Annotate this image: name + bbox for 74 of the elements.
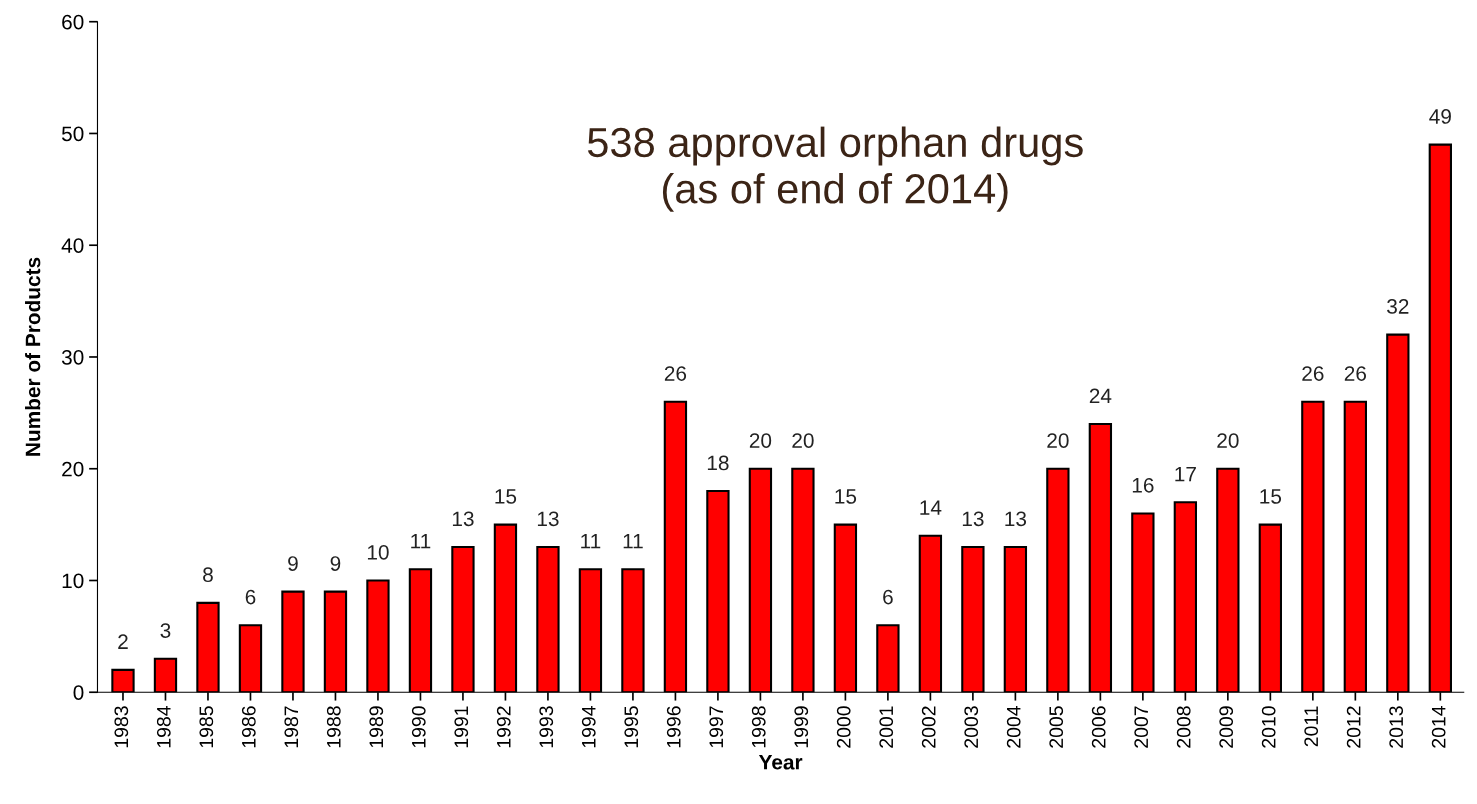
data-label: 32 bbox=[1387, 299, 1409, 314]
x-tick-label: 1984 bbox=[156, 706, 171, 748]
data-label: 9 bbox=[288, 556, 298, 571]
x-tick-label: 2003 bbox=[964, 706, 979, 748]
x-tick-label: 1994 bbox=[581, 706, 596, 748]
data-label: 26 bbox=[664, 366, 687, 381]
data-label: 6 bbox=[245, 589, 256, 605]
x-tick-label: 2010 bbox=[1261, 706, 1276, 748]
x-tick-label: 1989 bbox=[369, 706, 384, 748]
annotation: 538 approval orphan drugs (as of end of 2014) bbox=[587, 126, 1083, 212]
y-axis-title: Number of Products bbox=[25, 257, 41, 456]
data-label: 2 bbox=[118, 634, 128, 649]
data-label: 14 bbox=[920, 500, 942, 515]
data-label: 13 bbox=[452, 511, 474, 527]
x-tick-label: 1985 bbox=[199, 706, 214, 748]
x-tick-label: 1983 bbox=[114, 706, 129, 748]
data-label: 11 bbox=[411, 533, 431, 549]
data-label: 24 bbox=[1089, 388, 1112, 404]
x-tick-label: 2012 bbox=[1346, 706, 1361, 748]
data-label: 11 bbox=[623, 533, 643, 549]
data-label: 26 bbox=[1344, 366, 1367, 381]
data-label: 8 bbox=[203, 567, 213, 583]
data-label: 18 bbox=[707, 455, 729, 471]
data-label: 17 bbox=[1175, 466, 1196, 482]
x-tick-label: 2013 bbox=[1389, 706, 1404, 748]
y-tick-label: 10 bbox=[62, 573, 84, 589]
x-tick-label: 1993 bbox=[539, 706, 554, 748]
y-tick-label: 40 bbox=[61, 238, 84, 253]
x-tick-label: 1987 bbox=[284, 706, 299, 748]
y-tick-label: 0 bbox=[73, 685, 84, 700]
x-tick-label: 1996 bbox=[666, 706, 681, 748]
y-tick-label: 50 bbox=[61, 126, 84, 142]
data-label: 26 bbox=[1302, 366, 1324, 381]
data-label: 11 bbox=[581, 533, 601, 549]
data-label: 13 bbox=[537, 511, 559, 527]
x-tick-label: 1995 bbox=[624, 706, 639, 748]
x-tick-label: 1991 bbox=[454, 706, 469, 748]
data-label: 13 bbox=[1005, 511, 1027, 527]
data-label: 13 bbox=[962, 511, 984, 527]
x-tick-label: 2000 bbox=[836, 706, 851, 748]
y-tick-label: 30 bbox=[61, 349, 84, 365]
x-tick-label: 2008 bbox=[1176, 706, 1191, 748]
x-tick-label: 1992 bbox=[496, 706, 511, 748]
x-tick-label: 2005 bbox=[1049, 706, 1064, 748]
x-tick-label: 1990 bbox=[411, 706, 426, 748]
data-label: 15 bbox=[1260, 489, 1282, 504]
x-tick-label: 2002 bbox=[921, 706, 936, 748]
x-tick-label: 2006 bbox=[1091, 706, 1106, 748]
x-axis-title: Year bbox=[758, 755, 803, 770]
data-label: 20 bbox=[1047, 433, 1069, 448]
y-tick-label: 60 bbox=[62, 14, 84, 30]
data-label: 15 bbox=[835, 489, 857, 504]
x-tick-label: 2014 bbox=[1431, 706, 1446, 748]
x-tick-label: 1998 bbox=[751, 706, 766, 748]
data-label: 15 bbox=[495, 489, 517, 504]
x-tick-label: 2007 bbox=[1134, 706, 1149, 748]
x-tick-label: 1997 bbox=[709, 706, 724, 748]
x-tick-label: 2011 bbox=[1304, 706, 1319, 747]
x-tick-label: 2009 bbox=[1219, 706, 1234, 748]
data-label: 20 bbox=[792, 433, 814, 448]
x-tick-label: 1986 bbox=[241, 706, 256, 748]
y-tick-label: 20 bbox=[62, 461, 84, 477]
data-label: 10 bbox=[367, 544, 389, 560]
data-label: 49 bbox=[1429, 109, 1451, 124]
data-label: 20 bbox=[1217, 433, 1239, 448]
x-tick-label: 1988 bbox=[326, 706, 341, 748]
x-tick-label: 2004 bbox=[1006, 706, 1021, 748]
x-tick-label: 2001 bbox=[879, 706, 894, 748]
data-label: 16 bbox=[1132, 477, 1154, 493]
data-label: 9 bbox=[330, 556, 341, 571]
data-label: 20 bbox=[749, 433, 772, 448]
x-tick-label: 1999 bbox=[794, 706, 809, 748]
data-label: 3 bbox=[160, 623, 171, 638]
data-label: 6 bbox=[883, 589, 893, 605]
